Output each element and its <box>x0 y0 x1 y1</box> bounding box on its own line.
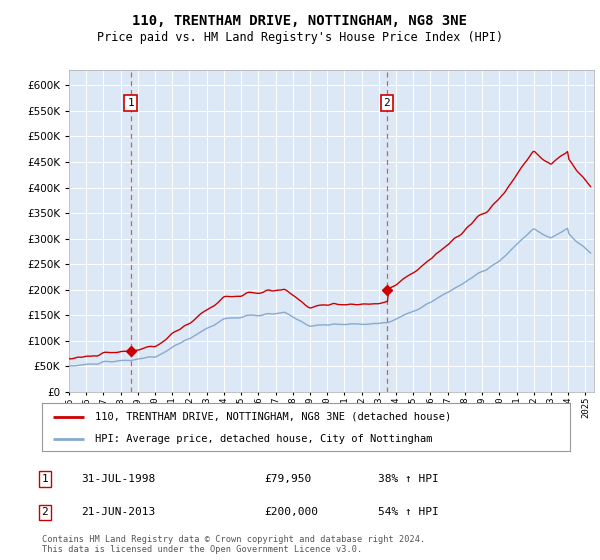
Text: 110, TRENTHAM DRIVE, NOTTINGHAM, NG8 3NE: 110, TRENTHAM DRIVE, NOTTINGHAM, NG8 3NE <box>133 14 467 28</box>
Text: Contains HM Land Registry data © Crown copyright and database right 2024.
This d: Contains HM Land Registry data © Crown c… <box>42 535 425 554</box>
Text: 110, TRENTHAM DRIVE, NOTTINGHAM, NG8 3NE (detached house): 110, TRENTHAM DRIVE, NOTTINGHAM, NG8 3NE… <box>95 412 451 422</box>
Text: 2: 2 <box>383 98 391 108</box>
Text: Price paid vs. HM Land Registry's House Price Index (HPI): Price paid vs. HM Land Registry's House … <box>97 31 503 44</box>
Text: 38% ↑ HPI: 38% ↑ HPI <box>378 474 439 484</box>
Text: HPI: Average price, detached house, City of Nottingham: HPI: Average price, detached house, City… <box>95 434 432 444</box>
Text: 2: 2 <box>41 507 49 517</box>
Text: £200,000: £200,000 <box>264 507 318 517</box>
Text: 21-JUN-2013: 21-JUN-2013 <box>81 507 155 517</box>
Text: 54% ↑ HPI: 54% ↑ HPI <box>378 507 439 517</box>
Text: 31-JUL-1998: 31-JUL-1998 <box>81 474 155 484</box>
Text: 1: 1 <box>127 98 134 108</box>
Text: £79,950: £79,950 <box>264 474 311 484</box>
Text: 1: 1 <box>41 474 49 484</box>
